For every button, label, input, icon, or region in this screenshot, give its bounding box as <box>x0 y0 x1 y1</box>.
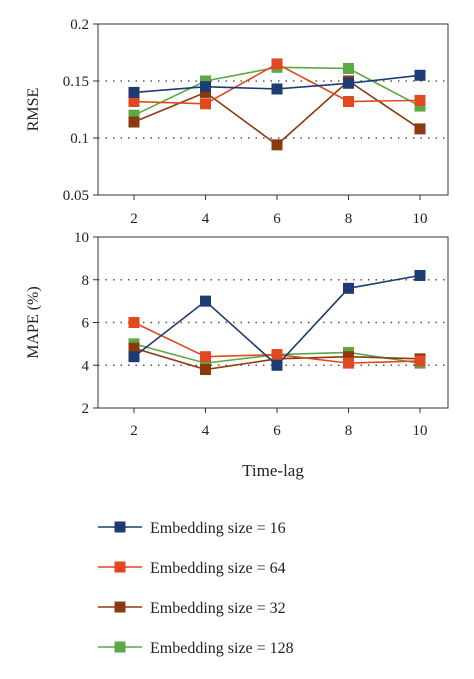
data-point <box>414 69 426 81</box>
data-point <box>200 81 211 93</box>
data-point <box>128 116 140 128</box>
x-tick-label: 8 <box>345 423 353 439</box>
y-axis-label: MAPE (%) <box>25 286 42 358</box>
data-point <box>414 94 426 106</box>
y-tick-label: 0.2 <box>70 17 89 33</box>
data-point <box>271 349 283 361</box>
x-tick-label: 2 <box>130 211 138 227</box>
data-point <box>271 83 283 95</box>
data-point <box>200 295 211 307</box>
legend-marker <box>114 641 126 653</box>
plot-frame <box>97 23 449 196</box>
legend-marker <box>114 521 126 533</box>
x-tick-label: 6 <box>273 423 281 439</box>
data-point <box>414 123 426 135</box>
x-tick-label: 8 <box>345 211 353 227</box>
x-tick-label: 4 <box>202 211 210 227</box>
data-point <box>271 58 283 70</box>
x-tick-label: 10 <box>413 211 428 227</box>
y-tick-label: 0.15 <box>63 74 89 90</box>
data-point <box>414 355 426 367</box>
y-tick-label: 4 <box>82 358 90 374</box>
data-point <box>343 351 354 363</box>
data-point <box>200 357 211 369</box>
data-point <box>343 282 354 294</box>
data-point <box>128 96 140 108</box>
data-point <box>414 100 426 112</box>
y-tick-label: 8 <box>82 273 90 289</box>
data-point <box>200 364 211 376</box>
data-point <box>343 357 354 369</box>
x-tick-label: 4 <box>202 423 210 439</box>
y-tick-label: 6 <box>82 316 90 332</box>
data-point <box>128 109 140 121</box>
legend-label: Embedding size = 32 <box>150 600 286 617</box>
data-point <box>128 351 140 363</box>
legend-marker <box>114 601 126 613</box>
data-point <box>200 351 211 363</box>
data-point <box>271 359 283 371</box>
x-tick-label: 2 <box>130 423 138 439</box>
data-point <box>343 62 354 74</box>
data-point <box>128 342 140 354</box>
legend-label: Embedding size = 64 <box>150 560 286 577</box>
data-point <box>200 75 211 87</box>
data-point <box>200 98 211 110</box>
data-point <box>128 86 140 98</box>
x-tick-label: 6 <box>273 211 281 227</box>
legend-label: Embedding size = 128 <box>150 640 294 657</box>
legend-marker <box>114 561 126 573</box>
x-tick-label: 10 <box>413 423 428 439</box>
y-axis-label: RMSE <box>25 88 42 132</box>
data-point <box>414 269 426 281</box>
data-point <box>128 317 140 328</box>
y-tick-label: 0.05 <box>63 188 89 204</box>
data-point <box>271 139 283 151</box>
legend-label: Embedding size = 16 <box>150 520 286 537</box>
data-point <box>200 86 211 98</box>
y-tick-label: 2 <box>82 401 90 417</box>
y-tick-label: 10 <box>74 230 89 246</box>
y-tick-label: 0.1 <box>70 131 89 147</box>
data-point <box>343 77 354 89</box>
data-point <box>343 96 354 108</box>
x-axis-label: Time-lag <box>242 461 304 480</box>
